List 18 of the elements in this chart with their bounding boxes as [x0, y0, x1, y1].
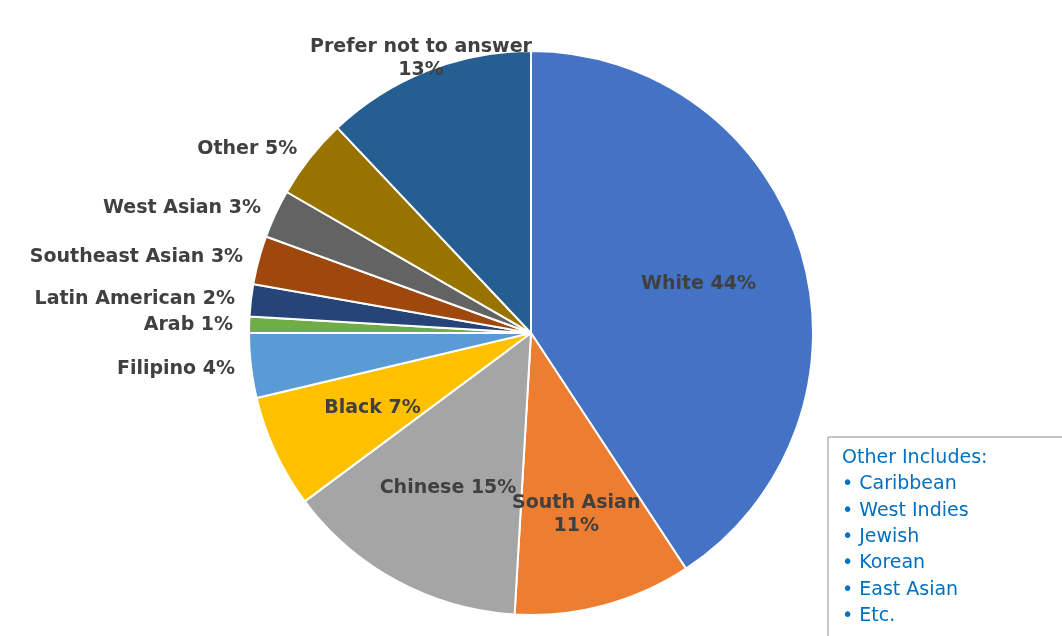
- text: • Korean: [842, 550, 926, 573]
- text: • Etc.: [842, 602, 896, 625]
- text: • East Asian: [842, 576, 959, 599]
- slice-label: Filipino 4%: [116, 355, 236, 378]
- data-label: 11%: [553, 512, 599, 535]
- data-label: 13%: [398, 57, 444, 80]
- slice-label: Southeast Asian 3%: [29, 243, 244, 266]
- slice-label: Latin American 2%: [34, 286, 236, 309]
- slice-label: White 44%: [640, 270, 757, 293]
- slice-label: West Asian 3%: [103, 195, 261, 218]
- slice-label: Prefer not to answer: [310, 34, 533, 57]
- text: Other Includes:: [842, 445, 988, 467]
- slice-label: Black 7%: [324, 394, 421, 417]
- slice-label: Arab 1%: [143, 312, 234, 335]
- text: • Jewish: [842, 523, 920, 546]
- slice-label: Other 5%: [197, 136, 298, 159]
- text: • West Indies: [842, 497, 969, 520]
- text: • Caribbean: [842, 471, 957, 494]
